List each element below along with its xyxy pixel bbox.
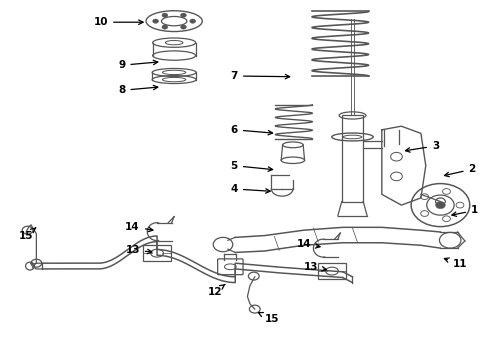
- Text: 4: 4: [231, 184, 270, 194]
- Text: 3: 3: [406, 141, 439, 152]
- Text: 10: 10: [94, 17, 143, 27]
- Circle shape: [456, 202, 464, 208]
- Circle shape: [442, 189, 450, 194]
- Text: 15: 15: [19, 228, 36, 240]
- Text: 5: 5: [231, 161, 272, 171]
- Circle shape: [436, 202, 445, 209]
- Circle shape: [190, 19, 196, 23]
- Text: 6: 6: [231, 125, 272, 135]
- Circle shape: [162, 25, 168, 29]
- Bar: [342, 116, 363, 202]
- Text: 15: 15: [258, 312, 279, 324]
- Circle shape: [421, 194, 429, 199]
- Text: 14: 14: [296, 239, 320, 249]
- Circle shape: [180, 25, 186, 29]
- Bar: [144, 245, 171, 261]
- Text: 11: 11: [444, 258, 467, 269]
- Circle shape: [180, 13, 186, 17]
- Bar: [318, 263, 345, 279]
- Text: 7: 7: [231, 71, 290, 81]
- Text: 13: 13: [304, 262, 326, 272]
- Text: 13: 13: [125, 245, 152, 255]
- Text: 9: 9: [118, 60, 158, 70]
- Text: 2: 2: [444, 164, 476, 177]
- Text: 14: 14: [125, 222, 153, 231]
- Text: 8: 8: [118, 85, 158, 95]
- Text: 12: 12: [207, 284, 225, 297]
- Circle shape: [442, 216, 450, 222]
- Circle shape: [153, 19, 159, 23]
- Circle shape: [421, 211, 429, 216]
- Text: 1: 1: [452, 206, 478, 216]
- Circle shape: [162, 13, 168, 17]
